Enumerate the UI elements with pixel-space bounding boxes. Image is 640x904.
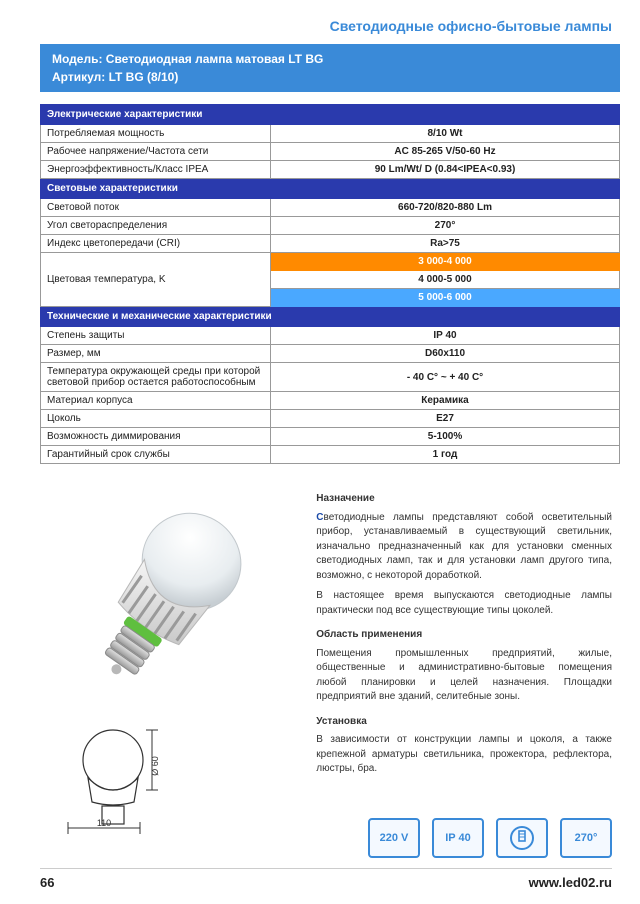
model-line: Модель: Светодиодная лампа матовая LT BG [52, 50, 608, 68]
row-size: Размер, ммD60x110 [41, 345, 620, 363]
badge-ip: IP 40 [432, 818, 484, 858]
purpose-para-1: Cветодиодные лампы представляют собой ос… [316, 511, 612, 584]
section-light: Световые характеристики [41, 179, 620, 199]
dim-diameter: Ø 60 [150, 756, 160, 776]
badge-voltage: 220 V [368, 818, 420, 858]
row-cri: Индекс цветопередачи (CRI)Ra>75 [41, 235, 620, 253]
page-footer: 66 www.led02.ru [40, 868, 612, 890]
description-column: Назначение Cветодиодные лампы представля… [316, 492, 612, 836]
row-power: Потребляемая мощность8/10 Wt [41, 125, 620, 143]
dimension-drawing: 110 Ø 60 [40, 726, 200, 836]
model-header: Модель: Светодиодная лампа матовая LT BG… [40, 44, 620, 92]
section-electrical: Электрические характеристики [41, 105, 620, 125]
row-warranty: Гарантийный срок службы1 год [41, 446, 620, 464]
install-para: В зависимости от конструкции лампы и цок… [316, 733, 612, 777]
page-number: 66 [40, 875, 54, 890]
install-heading: Установка [316, 715, 612, 730]
row-flux: Световой поток660-720/820-880 Lm [41, 199, 620, 217]
row-ip: Степень защитыIP 40 [41, 327, 620, 345]
bulb-icon [40, 492, 280, 722]
application-para: Помещения промышленных предприятий, жилы… [316, 647, 612, 705]
row-temprange: Температура окружающей среды при которой… [41, 363, 620, 392]
article-line: Артикул: LT BG (8/10) [52, 68, 608, 86]
badge-row: 220 V IP 40 270° [368, 818, 612, 858]
section-mech: Технические и механические характеристик… [41, 307, 620, 327]
site-url: www.led02.ru [529, 875, 612, 890]
row-voltage: Рабочее напряжение/Частота сетиAC 85-265… [41, 143, 620, 161]
purpose-heading: Назначение [316, 492, 612, 507]
badge-angle: 270° [560, 818, 612, 858]
spec-table: Электрические характеристики Потребляема… [40, 104, 620, 464]
page-category-title: Светодиодные офисно-бытовые лампы [0, 0, 640, 40]
dim-length: 110 [97, 818, 111, 828]
purpose-para-2: В настоящее время выпускаются светодиодн… [316, 589, 612, 618]
row-material: Материал корпусаКерамика [41, 392, 620, 410]
application-heading: Область применения [316, 628, 612, 643]
row-efficacy: Энергоэффективность/Класс IPEA90 Lm/Wt/ … [41, 161, 620, 179]
row-dimming: Возможность диммирования5-100% [41, 428, 620, 446]
row-base: ЦокольE27 [41, 410, 620, 428]
row-angle: Угол светораспределения270° [41, 217, 620, 235]
product-photo [40, 492, 280, 722]
badge-socket-icon [496, 818, 548, 858]
row-ct-warm: Цветовая температура, K3 000-4 000 [41, 253, 620, 271]
